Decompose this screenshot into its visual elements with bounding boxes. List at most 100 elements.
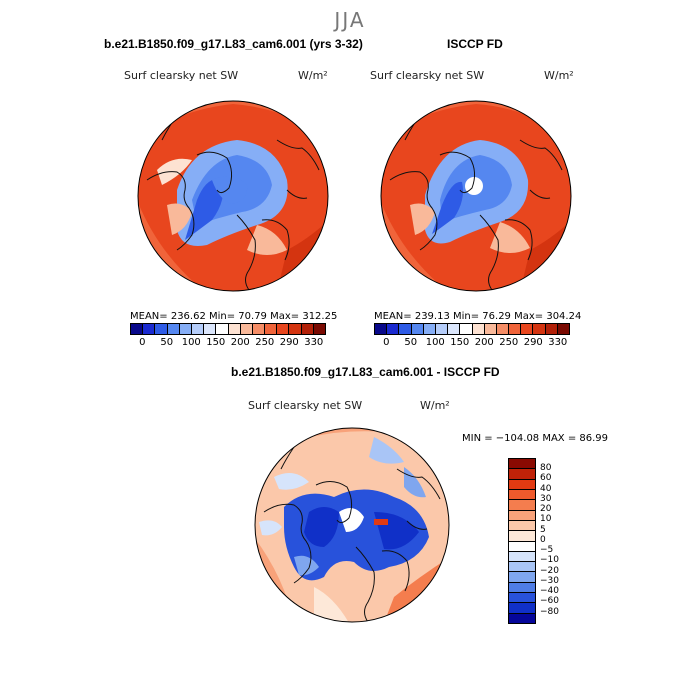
colorbar-tick-label: 290 bbox=[279, 337, 299, 348]
colorbar-swatch bbox=[434, 324, 448, 334]
colorbar-swatch bbox=[495, 324, 509, 334]
colorbar-swatch bbox=[459, 324, 472, 334]
colorbar-swatch bbox=[276, 324, 289, 334]
colorbar-swatch bbox=[509, 509, 535, 520]
colorbar-obs bbox=[374, 323, 570, 335]
colorbar-swatch bbox=[509, 468, 535, 479]
colorbar-tick-label: 20 bbox=[540, 504, 552, 515]
colorbar-swatch bbox=[131, 324, 143, 334]
colorbar-swatch bbox=[483, 324, 496, 334]
map-diff bbox=[254, 427, 450, 623]
colorbar-swatch bbox=[447, 324, 460, 334]
colorbar-tick-label: 330 bbox=[304, 337, 324, 348]
colorbar-tick-label: 50 bbox=[404, 337, 418, 348]
season-title: JJA bbox=[334, 8, 366, 32]
colorbar-tick-label: −80 bbox=[540, 606, 559, 617]
colorbar-tick-label: 40 bbox=[540, 483, 552, 494]
colorbar-tick-label: 0 bbox=[139, 337, 146, 348]
panel-model-title: b.e21.B1850.f09_g17.L83_cam6.001 (yrs 3-… bbox=[104, 37, 363, 51]
panel-model-variable: Surf clearsky net SW bbox=[124, 69, 239, 82]
colorbar-tick-label: 5 bbox=[540, 524, 546, 535]
colorbar-tick-label: 0 bbox=[540, 534, 546, 545]
colorbar-swatch bbox=[178, 324, 191, 334]
colorbar-swatch bbox=[509, 612, 535, 623]
colorbar-tick-label: 50 bbox=[160, 337, 174, 348]
colorbar-swatch bbox=[532, 324, 545, 334]
colorbar-tick-label: −20 bbox=[540, 565, 559, 576]
colorbar-model-labels: 0 50 100 150 200 250 290 330 bbox=[130, 337, 326, 349]
colorbar-diff bbox=[508, 458, 536, 624]
panel-model-units: W/m² bbox=[298, 69, 328, 82]
map-model bbox=[137, 100, 329, 292]
colorbar-swatch bbox=[508, 324, 521, 334]
colorbar-model bbox=[130, 323, 326, 335]
colorbar-swatch bbox=[227, 324, 240, 334]
colorbar-tick-label: 290 bbox=[523, 337, 543, 348]
colorbar-swatch bbox=[509, 581, 535, 593]
panel-obs-units: W/m² bbox=[544, 69, 574, 82]
colorbar-swatch bbox=[509, 519, 535, 531]
colorbar-swatch bbox=[556, 324, 569, 334]
colorbar-swatch bbox=[375, 324, 387, 334]
panel-obs-stats: MEAN= 239.13 Min= 76.29 Max= 304.24 bbox=[374, 311, 582, 322]
colorbar-tick-label: 100 bbox=[425, 337, 445, 348]
colorbar-swatch bbox=[190, 324, 204, 334]
colorbar-swatch bbox=[264, 324, 277, 334]
colorbar-swatch bbox=[386, 324, 399, 334]
colorbar-tick-label: 100 bbox=[181, 337, 201, 348]
colorbar-obs-labels: 0 50 100 150 200 250 290 330 bbox=[374, 337, 570, 349]
colorbar-tick-label: 200 bbox=[230, 337, 250, 348]
colorbar-swatch bbox=[410, 324, 423, 334]
colorbar-tick-label: 30 bbox=[540, 493, 552, 504]
colorbar-tick-label: 80 bbox=[540, 463, 552, 474]
colorbar-tick-label: 60 bbox=[540, 473, 552, 484]
colorbar-swatch bbox=[509, 488, 535, 500]
colorbar-swatch bbox=[422, 324, 435, 334]
colorbar-tick-label: −40 bbox=[540, 586, 559, 597]
colorbar-swatch bbox=[509, 540, 535, 551]
colorbar-swatch bbox=[288, 324, 301, 334]
colorbar-swatch bbox=[215, 324, 228, 334]
colorbar-tick-label: 0 bbox=[383, 337, 390, 348]
colorbar-swatch bbox=[509, 478, 535, 489]
colorbar-swatch bbox=[509, 530, 535, 541]
colorbar-swatch bbox=[520, 324, 533, 334]
colorbar-swatch bbox=[509, 550, 535, 562]
map-obs bbox=[380, 100, 572, 292]
panel-diff-units: W/m² bbox=[420, 399, 450, 412]
colorbar-swatch bbox=[142, 324, 155, 334]
colorbar-tick-label: −30 bbox=[540, 575, 559, 586]
colorbar-swatch bbox=[166, 324, 179, 334]
colorbar-swatch bbox=[251, 324, 265, 334]
panel-model-stats: MEAN= 236.62 Min= 70.79 Max= 312.25 bbox=[130, 311, 338, 322]
colorbar-swatch bbox=[239, 324, 252, 334]
colorbar-swatch bbox=[398, 324, 411, 334]
colorbar-tick-label: 330 bbox=[548, 337, 568, 348]
colorbar-tick-label: 150 bbox=[450, 337, 470, 348]
colorbar-swatch bbox=[544, 324, 557, 334]
panel-diff-stats: MIN = −104.08 MAX = 86.99 bbox=[462, 433, 609, 444]
colorbar-swatch bbox=[509, 571, 535, 582]
colorbar-swatch bbox=[471, 324, 484, 334]
colorbar-swatch bbox=[203, 324, 216, 334]
colorbar-swatch bbox=[509, 602, 535, 613]
colorbar-swatch bbox=[509, 459, 535, 469]
panel-obs-title: ISCCP FD bbox=[447, 37, 503, 51]
panel-diff-title: b.e21.B1850.f09_g17.L83_cam6.001 - ISCCP… bbox=[231, 365, 500, 379]
colorbar-swatch bbox=[300, 324, 313, 334]
colorbar-tick-label: 200 bbox=[474, 337, 494, 348]
colorbar-swatch bbox=[509, 499, 535, 510]
colorbar-tick-label: 150 bbox=[206, 337, 226, 348]
colorbar-tick-label: −5 bbox=[540, 545, 554, 556]
panel-obs-variable: Surf clearsky net SW bbox=[370, 69, 485, 82]
colorbar-tick-label: −10 bbox=[540, 555, 559, 566]
colorbar-swatch bbox=[509, 592, 535, 603]
colorbar-tick-label: 10 bbox=[540, 514, 552, 525]
colorbar-tick-label: −60 bbox=[540, 596, 559, 607]
colorbar-tick-label: 250 bbox=[499, 337, 519, 348]
colorbar-swatch bbox=[509, 561, 535, 572]
colorbar-tick-label: 250 bbox=[255, 337, 275, 348]
colorbar-diff-labels: 80 60 40 30 20 10 5 0 −5 −10 −20 −30 −40 −60 −80 bbox=[540, 458, 580, 624]
panel-diff-variable: Surf clearsky net SW bbox=[248, 399, 363, 412]
colorbar-swatch bbox=[312, 324, 325, 334]
